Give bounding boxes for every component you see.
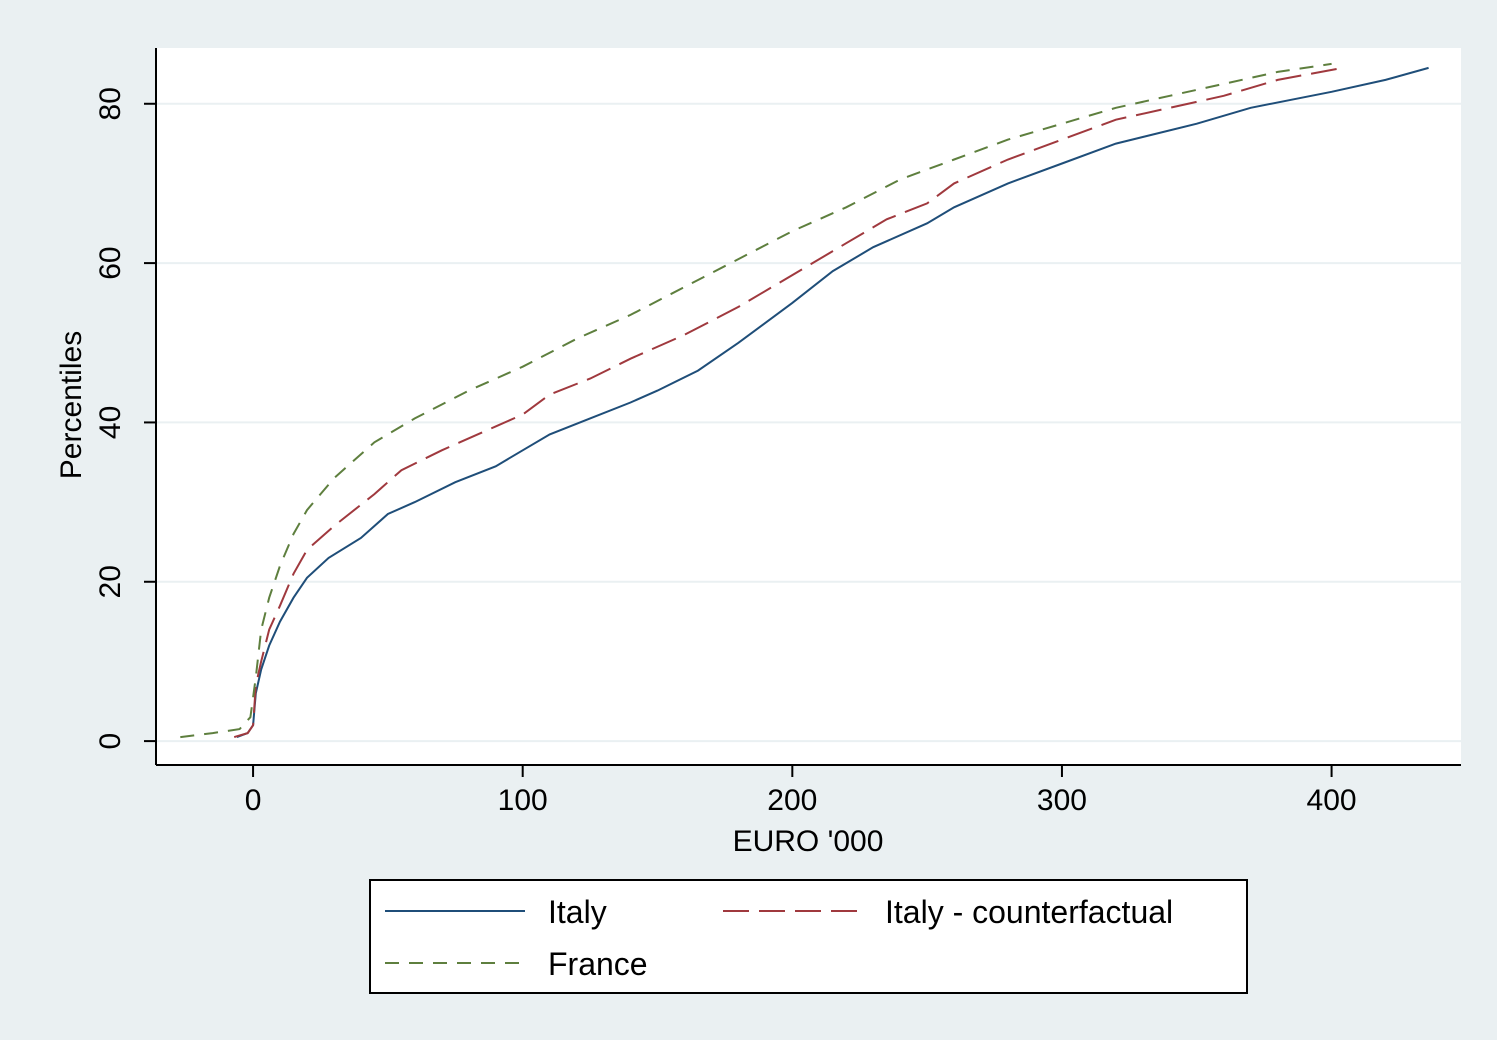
y-tick-label-80: 80 <box>94 87 127 120</box>
gridlines <box>156 102 1461 743</box>
plot-area <box>156 48 1461 765</box>
x-tick-label-300: 300 <box>1037 784 1087 817</box>
y-tick-label-60: 60 <box>94 246 127 279</box>
series-line-italy <box>236 66 1429 739</box>
x-tick-label-100: 100 <box>498 784 548 817</box>
axes: 0 100 200 300 400 0 20 40 60 80 <box>94 48 1461 817</box>
legend-label-italy: Italy <box>548 894 607 930</box>
y-tick-label-40: 40 <box>94 406 127 439</box>
legend-label-france: France <box>548 946 648 982</box>
y-tick-label-0: 0 <box>94 733 127 750</box>
series-lines <box>180 62 1429 739</box>
legend: Italy Italy - counterfactual France <box>369 879 1248 994</box>
y-axis-title: Percentiles <box>55 331 88 479</box>
y-tick-label-20: 20 <box>94 565 127 598</box>
x-tick-label-400: 400 <box>1307 784 1357 817</box>
x-tick-label-0: 0 <box>245 784 262 817</box>
series-line-france <box>180 62 1332 739</box>
legend-label-italy-counterfactual: Italy - counterfactual <box>885 894 1173 930</box>
x-axis-title: EURO '000 <box>733 825 884 858</box>
legend-box <box>369 879 1248 994</box>
series-line-italy-counterfactual <box>233 66 1343 739</box>
x-tick-label-200: 200 <box>767 784 817 817</box>
